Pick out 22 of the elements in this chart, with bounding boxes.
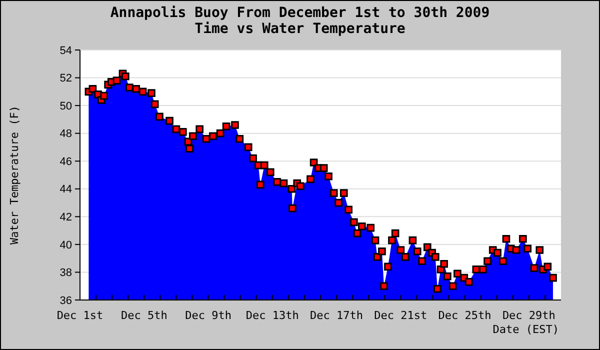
y-tick-label: 50 [60, 100, 72, 112]
x-tick-label: Dec 1st [56, 309, 104, 322]
y-tick-label: 52 [60, 72, 72, 85]
x-tick-label: Dec 17th [310, 309, 364, 322]
y-tick-label: 48 [60, 128, 72, 140]
x-tick-label: Dec 13th [246, 309, 299, 322]
chart-title: Annapolis Buoy From December 1st to 30th 2009 [110, 5, 490, 21]
x-axis-title: Date (EST) [492, 323, 559, 336]
x-tick-label: Dec 25th [438, 309, 492, 322]
y-tick-label: 42 [60, 212, 72, 224]
x-tick-label: Dec 21st [374, 309, 428, 322]
x-tick-label: Dec 5th [120, 309, 168, 322]
y-tick-label: 46 [60, 156, 72, 168]
y-tick-label: 44 [60, 184, 72, 196]
y-axis-title: Water Temperature (F) [8, 105, 21, 245]
y-tick-label: 40 [60, 239, 72, 252]
x-tick-label: Dec 9th [185, 309, 232, 322]
chart-subtitle: Time vs Water Temperature [194, 21, 406, 37]
y-tick-label: 38 [60, 267, 72, 280]
x-tick-label: Dec 29th [502, 309, 556, 322]
y-tick-label: 36 [60, 294, 72, 307]
y-tick-label: 54 [60, 44, 72, 57]
